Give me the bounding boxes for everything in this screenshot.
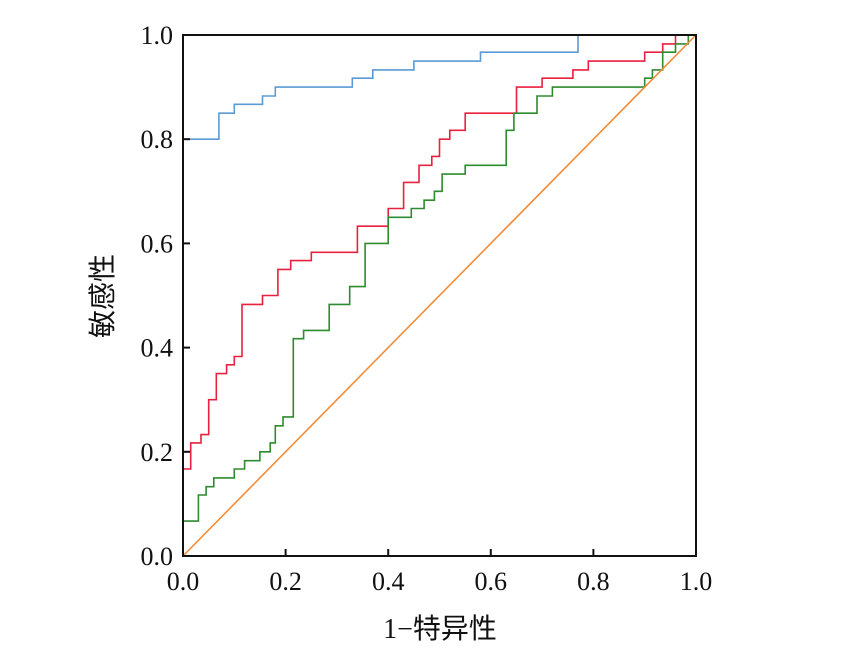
y-tick-label: 0.6 bbox=[141, 229, 174, 258]
y-tick-label: 1.0 bbox=[141, 21, 174, 50]
x-tick-label: 0.6 bbox=[475, 567, 508, 596]
series-layer bbox=[182, 34, 697, 557]
x-tick-label: 0.8 bbox=[577, 567, 610, 596]
series-line-2 bbox=[183, 34, 696, 470]
y-axis-title: 敏感性 bbox=[87, 254, 119, 338]
series-line-4 bbox=[182, 34, 697, 557]
ticks-layer: 0.0 0.2 0.4 0.6 0.8 1.0 0.0 0.2 0.4 0.6 0.8 1.0 bbox=[141, 21, 713, 596]
y-tick-label: 0.4 bbox=[141, 334, 174, 363]
y-tick-label: 0.8 bbox=[141, 125, 174, 154]
x-axis-title: 1−特异性 bbox=[383, 613, 497, 645]
x-tick-label: 0.4 bbox=[372, 567, 405, 596]
series-line-3 bbox=[183, 34, 696, 522]
plot-frame bbox=[182, 34, 697, 557]
x-tick-label: 0.0 bbox=[167, 567, 200, 596]
y-tick-label: 0.0 bbox=[141, 542, 174, 571]
x-tick-label: 1.0 bbox=[680, 567, 713, 596]
series-line-1 bbox=[183, 34, 696, 140]
x-tick-label: 0.2 bbox=[269, 567, 302, 596]
y-tick-label: 0.2 bbox=[141, 438, 174, 467]
